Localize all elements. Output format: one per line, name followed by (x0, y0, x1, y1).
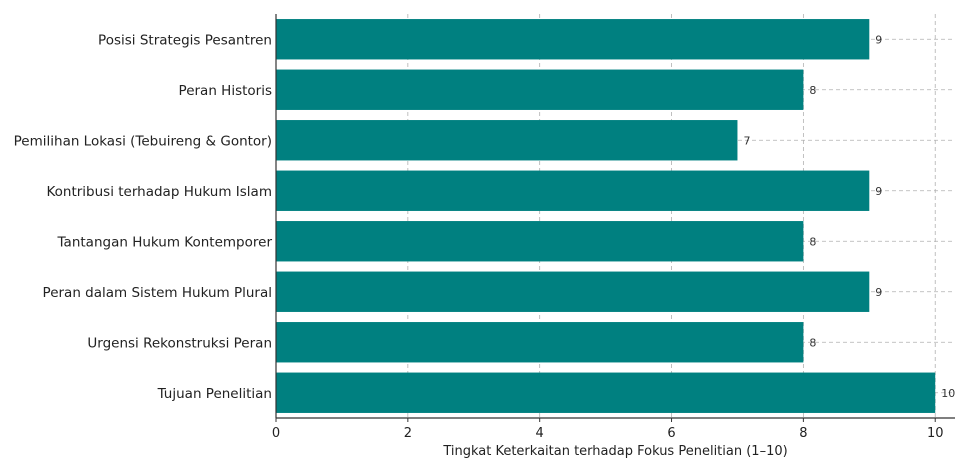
bar (276, 120, 738, 161)
bar (276, 170, 870, 211)
category-label: Kontribusi terhadap Hukum Islam (46, 184, 272, 200)
category-label: Peran dalam Sistem Hukum Plural (43, 285, 272, 301)
axes (275, 14, 955, 419)
category-label: Pemilihan Lokasi (Tebuireng & Gontor) (14, 133, 272, 149)
bar-value-label: 8 (809, 336, 816, 349)
x-tick-label: 0 (272, 426, 280, 441)
category-label: Tujuan Penelitian (157, 386, 272, 402)
bar (276, 271, 870, 312)
x-tick-label: 4 (536, 426, 544, 441)
bar (276, 322, 804, 363)
bar (276, 221, 804, 262)
bar (276, 69, 804, 110)
category-label: Posisi Strategis Pesantren (98, 32, 272, 48)
bar-value-label: 10 (941, 387, 955, 400)
x-tick-label: 6 (667, 426, 675, 441)
category-label: Urgensi Rekonstruksi Peran (87, 335, 272, 351)
x-ticks: 0 2 4 6 8 10 (272, 418, 944, 441)
x-tick-label: 2 (404, 426, 412, 441)
category-labels: Posisi Strategis Pesantren Peran Historis… (14, 32, 273, 402)
x-axis-title: Tingkat Keterkaitan terhadap Fokus Penel… (442, 444, 787, 459)
bar (276, 372, 936, 413)
x-tick-label: 8 (799, 426, 807, 441)
bar-value-label: 9 (875, 185, 882, 198)
bar-value-label: 7 (743, 134, 750, 147)
category-label: Peran Historis (179, 83, 272, 99)
category-label: Tantangan Hukum Kontemporer (57, 234, 273, 250)
bar (276, 19, 870, 60)
bars (276, 19, 936, 413)
bar-value-label: 8 (809, 235, 816, 248)
bar-value-label: 9 (875, 33, 882, 46)
bar-value-label: 8 (809, 84, 816, 97)
bar-value-label: 9 (875, 286, 882, 299)
x-tick-label: 10 (927, 426, 944, 441)
value-labels: 9 8 7 9 8 9 8 10 (743, 33, 955, 400)
